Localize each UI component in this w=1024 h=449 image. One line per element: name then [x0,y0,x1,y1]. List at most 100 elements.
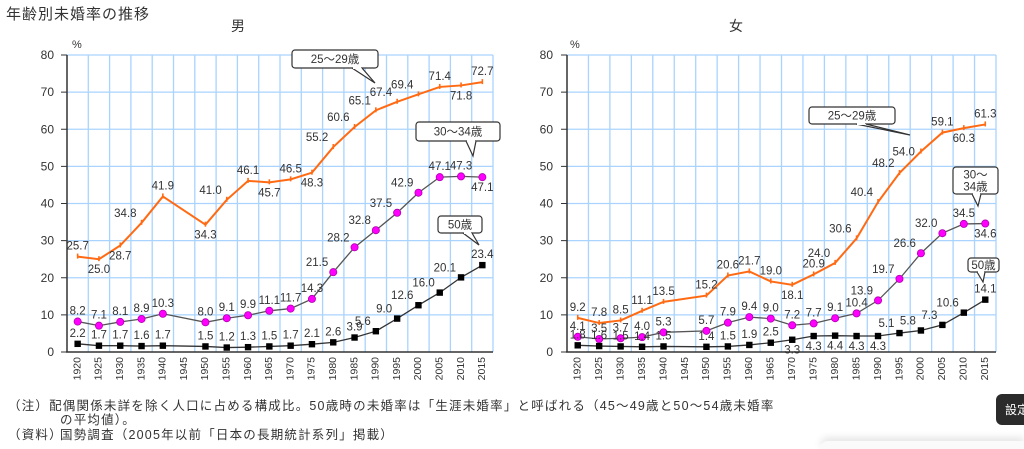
data-point [286,304,295,313]
data-point [981,219,990,228]
x-tick-label: 1985 [850,357,862,381]
x-tick-label: 2010 [455,357,467,381]
data-label: 65.1 [348,95,370,107]
x-tick-label: 1930 [114,357,126,381]
data-point [874,296,883,305]
x-tick-label: 1940 [657,357,669,381]
data-label: 2.2 [70,328,86,340]
data-label: 28.2 [327,232,349,244]
data-label: 1.5 [613,330,629,342]
data-label: 60.6 [327,112,349,124]
data-label: 1.5 [261,330,277,342]
x-tick-label: 1945 [178,357,190,381]
data-label: 11.1 [631,295,653,307]
data-point [308,341,316,348]
data-label: 13.9 [851,285,873,297]
data-label: 34.5 [953,208,975,220]
data-label: 32.8 [348,215,370,227]
data-point [916,249,925,258]
x-tick-label: 1950 [199,357,211,381]
note-text: 配偶関係未詳を除く人口に占める構成比。50歳時の未婚率は「生涯未婚率」と呼ばれる… [49,399,775,413]
data-label: 18.1 [781,290,803,302]
x-tick-label: 2000 [412,357,424,381]
x-tick-label: 1990 [370,357,382,381]
x-tick-label: 2015 [476,357,488,381]
series-50: 1.8 1.6 1.5 1.4 1.5 1.4 1.5 1.9 2.5 3.3 4.3 4.4 4.3 4… [570,284,997,357]
data-label: 7.8 [591,307,607,319]
data-point [746,341,753,349]
data-label: 9.4 [741,301,758,313]
data-point [266,343,273,350]
x-tick-label: 1975 [306,357,318,381]
data-label: 48.3 [301,178,323,190]
x-tick-label: 1940 [157,357,169,381]
bottom-panel-edge [820,441,1024,449]
x-tick-label: 2005 [434,357,446,381]
settings-button[interactable]: 設定 [996,394,1024,425]
callout-pointer [462,232,480,246]
data-label: 28.7 [109,250,131,262]
callout-pointer [855,123,911,136]
y-axis-unit: % [570,39,580,51]
data-label: 1.6 [591,330,607,342]
x-tick-label: 1960 [242,357,254,381]
data-point [595,342,603,350]
data-point [896,329,903,337]
data-point [94,321,103,330]
data-label: 3.5 [591,323,607,335]
data-label: 7.7 [806,307,822,319]
data-label: 10.3 [152,298,174,310]
data-label: 34.3 [194,230,216,242]
data-label: 14.3 [301,283,323,295]
data-label: 8.9 [134,303,150,315]
data-label: 23.4 [471,249,494,261]
data-point [831,314,840,323]
data-label: 46.1 [237,165,259,177]
y-tick-label: 80 [41,48,55,62]
data-label: 13.5 [652,286,674,298]
data-label: 1.6 [134,330,150,342]
data-label: 24.0 [808,248,830,260]
y-tick-label: 30 [540,234,554,248]
data-point [478,173,487,182]
data-point [767,339,774,346]
x-tick-label: 1935 [135,357,147,381]
data-point [745,313,754,322]
data-label: 1.7 [112,330,128,342]
data-point [415,302,422,309]
data-label: 8.0 [197,306,213,318]
y-tick-label: 50 [41,159,55,173]
data-point [393,315,401,322]
data-label: 12.6 [391,290,413,302]
data-label: 2.1 [304,328,320,340]
data-label: 9.2 [570,302,586,314]
x-tick-label: 1990 [872,357,884,381]
data-point [414,188,423,197]
data-label: 8.5 [613,304,629,316]
data-point [329,268,338,277]
series-callout: 25〜29歳 [808,106,911,136]
data-label: 9.1 [827,302,843,314]
y-tick-label: 70 [41,85,55,99]
data-point [479,261,486,269]
data-point [307,294,316,303]
data-label: 1.4 [698,331,715,343]
data-point [244,311,253,320]
data-point [223,344,230,351]
y-tick-label: 60 [540,122,554,136]
callout-box [808,106,896,125]
data-label: 61.3 [974,108,996,120]
data-point [73,317,82,326]
callout-pointer [976,271,986,284]
data-label: 9.9 [240,299,256,311]
data-point [831,332,839,339]
y-tick-label: 70 [540,85,554,99]
data-label: 1.5 [656,330,672,342]
x-tick-label: 1965 [263,357,275,381]
x-tick-label: 1995 [893,357,905,381]
data-label: 60.3 [953,133,975,145]
data-point [660,343,667,350]
data-label: 4.0 [634,321,650,333]
data-label: 37.5 [370,198,392,210]
data-point [766,314,775,323]
